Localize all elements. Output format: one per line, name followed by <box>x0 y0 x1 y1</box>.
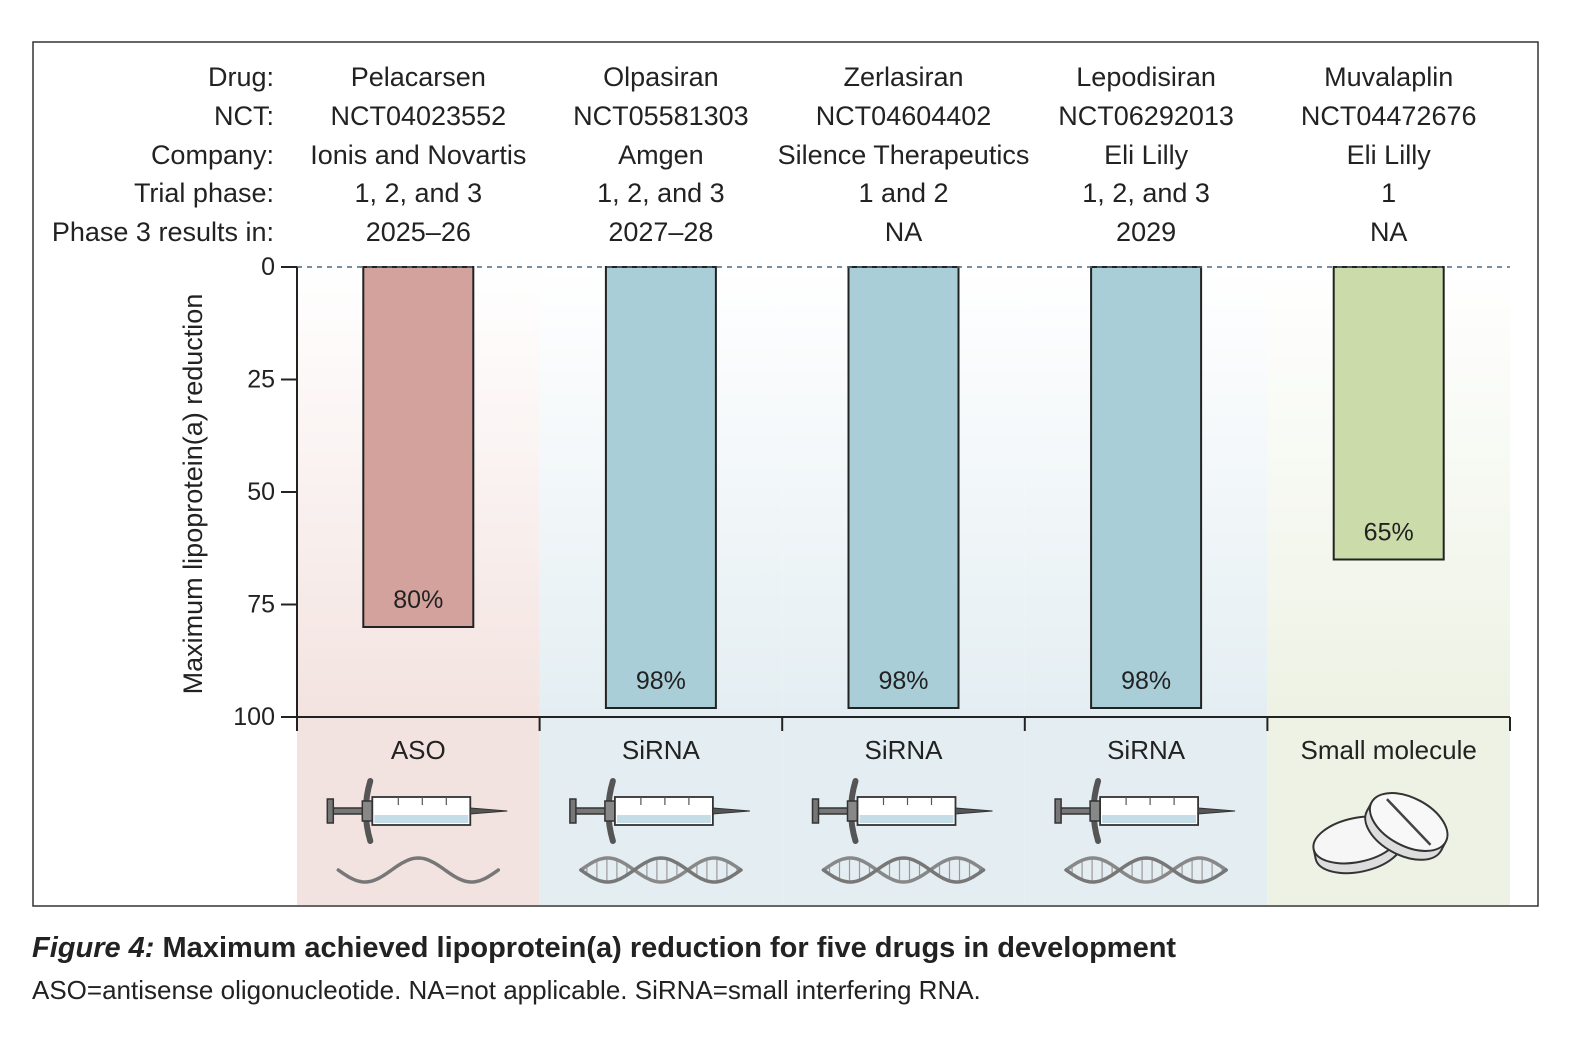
syringe-icon <box>811 778 993 844</box>
drug-nct: NCT04023552 <box>330 101 506 131</box>
bar-muvalaplin <box>1332 266 1445 561</box>
double-strand-rna-icon <box>1064 856 1228 884</box>
bar-value-label: 65% <box>1364 519 1414 547</box>
bar-value-label: 98% <box>878 667 928 695</box>
y-tick-label: 100 <box>233 703 275 731</box>
drug-nct: NCT04604402 <box>816 101 992 131</box>
figure-caption: Figure 4: Maximum achieved lipoprotein(a… <box>32 928 1542 1010</box>
class-label: SiRNA <box>622 735 701 765</box>
row-label: NCT: <box>214 101 274 131</box>
drug-company: Eli Lilly <box>1347 140 1432 170</box>
bar-olpasiran <box>604 266 717 709</box>
row-label: Drug: <box>208 62 274 92</box>
bar-value-label: 98% <box>636 667 686 695</box>
bar-zerlasiran <box>847 266 960 709</box>
drug-name: Lepodisiran <box>1076 62 1216 92</box>
class-label: ASO <box>391 735 446 765</box>
drug-name: Zerlasiran <box>843 62 963 92</box>
drug-company: Ionis and Novartis <box>310 140 526 170</box>
double-strand-rna-icon <box>821 856 986 884</box>
y-tick-label: 75 <box>247 591 275 619</box>
drug-phase: 1, 2, and 3 <box>597 178 725 208</box>
caption-note: ASO=antisense oligonucleotide. NA=not ap… <box>32 975 981 1005</box>
bars: 80% 98% 98% 98% 65% <box>362 266 1445 709</box>
class-row: ASO SiRNA SiRNA SiRNA Small molecule <box>326 735 1477 884</box>
class-label: Small molecule <box>1301 735 1477 765</box>
header-table: Drug: NCT: Company: Trial phase: Phase 3 res… <box>52 62 1477 247</box>
drug-phase: 1 <box>1381 178 1396 208</box>
y-tick-label: 25 <box>247 366 275 394</box>
class-label: SiRNA <box>864 735 943 765</box>
drug-company: Silence Therapeutics <box>778 140 1030 170</box>
row-label: Phase 3 results in: <box>52 217 274 247</box>
figure-chart: Drug: NCT: Company: Trial phase: Phase 3 res… <box>32 41 1539 907</box>
drug-phase3-results: 2025–26 <box>366 217 471 247</box>
y-axis-title: Maximum lipoprotein(a) reduction <box>178 294 208 695</box>
caption-label: Figure 4: <box>32 932 155 964</box>
drug-name: Olpasiran <box>603 62 719 92</box>
class-label: SiRNA <box>1107 735 1186 765</box>
row-label: Company: <box>151 140 274 170</box>
bar-value-label: 80% <box>393 586 443 614</box>
y-axis: 0 25 50 75 100 <box>233 253 1511 731</box>
drug-company: Amgen <box>618 140 704 170</box>
drug-nct: NCT05581303 <box>573 101 749 131</box>
drug-company: Eli Lilly <box>1104 140 1189 170</box>
drug-phase3-results: 2029 <box>1116 217 1176 247</box>
drug-phase: 1 and 2 <box>858 178 948 208</box>
y-tick-label: 0 <box>261 253 275 281</box>
drug-name: Pelacarsen <box>351 62 486 92</box>
drug-phase3-results: 2027–28 <box>608 217 713 247</box>
single-strand-rna-icon <box>336 856 501 884</box>
double-strand-rna-icon <box>579 856 743 884</box>
caption-title-text: Maximum achieved lipoprotein(a) reductio… <box>154 932 1177 964</box>
drug-phase: 1, 2, and 3 <box>1082 178 1210 208</box>
syringe-icon <box>1054 778 1236 844</box>
drug-phase3-results: NA <box>885 217 923 247</box>
bar-value-label: 98% <box>1121 667 1171 695</box>
drug-phase: 1, 2, and 3 <box>354 178 482 208</box>
drug-nct: NCT04472676 <box>1301 101 1477 131</box>
bar-lepodisiran <box>1090 266 1203 709</box>
pill-icon <box>1312 792 1449 875</box>
row-label: Trial phase: <box>134 178 274 208</box>
bar-pelacarsen <box>362 266 475 628</box>
syringe-icon <box>326 778 508 844</box>
caption-title: Figure 4: Maximum achieved lipoprotein(a… <box>32 928 1542 968</box>
drug-nct: NCT06292013 <box>1058 101 1234 131</box>
drug-name: Muvalaplin <box>1324 62 1453 92</box>
y-tick-label: 50 <box>247 478 275 506</box>
syringe-icon <box>569 778 750 844</box>
drug-phase3-results: NA <box>1370 217 1408 247</box>
